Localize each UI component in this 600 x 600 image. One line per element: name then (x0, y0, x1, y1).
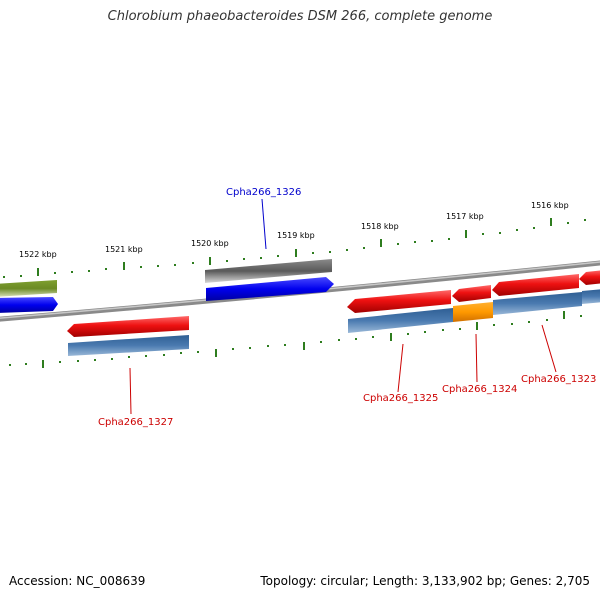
gene-label-1327[interactable]: Cpha266_1327 (98, 417, 173, 428)
scale-label-1518: 1518 kbp (361, 222, 399, 231)
gene-steel-1327[interactable] (68, 335, 189, 356)
scale-label-1516: 1516 kbp (531, 201, 569, 210)
gene-blue-left[interactable] (0, 297, 58, 313)
gene-steel-right[interactable] (493, 292, 582, 315)
gene-olive[interactable] (0, 280, 57, 297)
gene-label-1325[interactable]: Cpha266_1325 (363, 393, 438, 404)
gene-red-right[interactable] (579, 270, 600, 285)
scale-label-1517: 1517 kbp (446, 212, 484, 221)
inner-tick-ring (9, 311, 582, 368)
scale-labels: 1522 kbp 1521 kbp 1520 kbp 1519 kbp 1518… (19, 201, 569, 259)
gene-label-1324[interactable]: Cpha266_1324 (442, 384, 517, 395)
gene-label-1326[interactable]: Cpha266_1326 (226, 187, 301, 198)
leader-line-1324 (475, 333, 478, 383)
outer-tick-ring (3, 218, 586, 278)
scale-label-1521: 1521 kbp (105, 245, 143, 254)
scale-label-1520: 1520 kbp (191, 239, 229, 248)
gene-label-1323[interactable]: Cpha266_1323 (521, 374, 596, 385)
gene-steel-1325[interactable] (348, 308, 453, 333)
gene-orange[interactable] (453, 302, 493, 322)
map-title: Chlorobium phaeobacteroides DSM 266, com… (107, 9, 493, 24)
gene-grey[interactable] (205, 259, 332, 283)
gene-steel-edge[interactable] (582, 289, 600, 304)
gene-red-1327[interactable] (67, 316, 189, 337)
topology-text: Topology: circular; Length: 3,133,902 bp… (260, 574, 590, 588)
scale-label-1519: 1519 kbp (277, 231, 315, 240)
gene-red-1323[interactable] (492, 274, 579, 296)
accession-text: Accession: NC_008639 (9, 574, 146, 588)
scale-label-1522: 1522 kbp (19, 250, 57, 259)
leader-line-1325 (397, 343, 404, 393)
gene-blue-1326[interactable] (206, 277, 334, 301)
gene-red-1324[interactable] (452, 285, 491, 302)
leader-line-1326 (261, 198, 267, 250)
gene-red-1325[interactable] (347, 290, 451, 313)
leader-line-1323 (541, 324, 557, 373)
leader-line-1327 (129, 367, 132, 415)
